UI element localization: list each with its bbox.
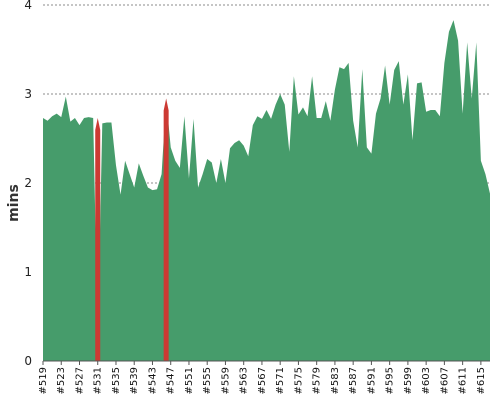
- x-tick-label: #595: [385, 367, 396, 394]
- highlight-bars: [95, 98, 169, 361]
- x-tick-label: #607: [439, 367, 450, 394]
- highlight-bar: [95, 118, 101, 361]
- y-tick-label: 3: [24, 87, 32, 101]
- y-tick-label: 2: [24, 176, 32, 190]
- x-tick-label: #539: [129, 367, 140, 394]
- x-tick-label: #611: [458, 367, 469, 394]
- x-tick-label: #535: [111, 367, 122, 394]
- x-tick-label: #527: [74, 367, 85, 394]
- x-tick-label: #599: [403, 367, 414, 394]
- x-tick-label: #571: [275, 367, 286, 394]
- highlight-bar: [163, 98, 169, 361]
- y-tick-label: 1: [24, 265, 32, 279]
- x-tick-label: #603: [421, 367, 432, 394]
- x-tick-label: #551: [184, 367, 195, 394]
- x-tick-label: #579: [312, 367, 323, 394]
- y-axis-label: mins: [6, 184, 22, 222]
- x-tick-label: #519: [38, 367, 49, 394]
- x-tick-label: #567: [257, 367, 268, 394]
- y-tick-label: 4: [24, 0, 32, 12]
- x-tick-label: #615: [476, 367, 487, 394]
- x-tick-label: #547: [166, 367, 177, 394]
- x-tick-label: #523: [56, 367, 67, 394]
- x-axis-ticks: #519 #523 #527 #531 #535 #539 #543 #547 #551 #555…: [38, 361, 487, 394]
- x-tick-label: #559: [220, 367, 231, 394]
- x-tick-label: #563: [239, 367, 250, 394]
- x-tick-label: #591: [366, 367, 377, 394]
- x-tick-label: #587: [348, 367, 359, 394]
- x-tick-label: #575: [293, 367, 304, 394]
- y-axis-ticks: 0 1 2 3 4: [24, 0, 32, 368]
- x-tick-label: #543: [147, 367, 158, 394]
- x-tick-label: #555: [202, 367, 213, 394]
- y-tick-label: 0: [24, 354, 32, 368]
- x-tick-label: #531: [93, 367, 104, 394]
- x-tick-label: #583: [330, 367, 341, 394]
- area-series: [43, 20, 490, 361]
